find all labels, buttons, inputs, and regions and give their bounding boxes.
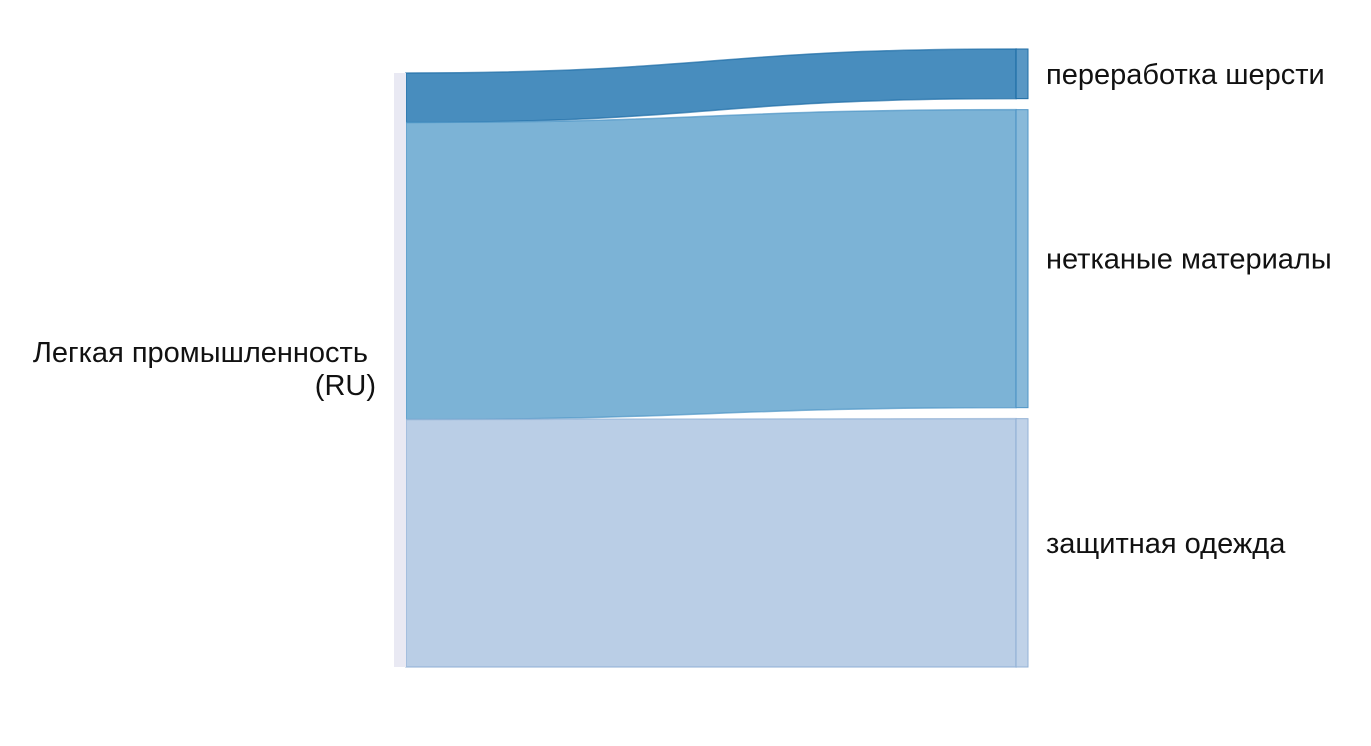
target-node-1 [1015,109,1029,409]
source-node [394,73,406,667]
sankey-links [405,48,1017,668]
source-node-label: Легкая промышленность (RU) [33,337,376,402]
target-node-label-1: нетканые материалы [1046,244,1332,276]
target-nodes [1015,48,1029,668]
sankey-link-1 [405,108,1017,421]
target-node-label-0: переработка шерсти [1046,59,1325,91]
sankey-link-2 [405,417,1017,668]
target-node-0 [1015,48,1029,100]
target-node-2 [1015,418,1029,668]
target-node-label-2: защитная одежда [1046,528,1286,560]
target-labels: переработка шерсти нетканые материалы защи… [1046,59,1332,560]
source-node-label-line2: (RU) [315,370,376,402]
source-node-label-line1: Легкая промышленность [33,337,368,369]
